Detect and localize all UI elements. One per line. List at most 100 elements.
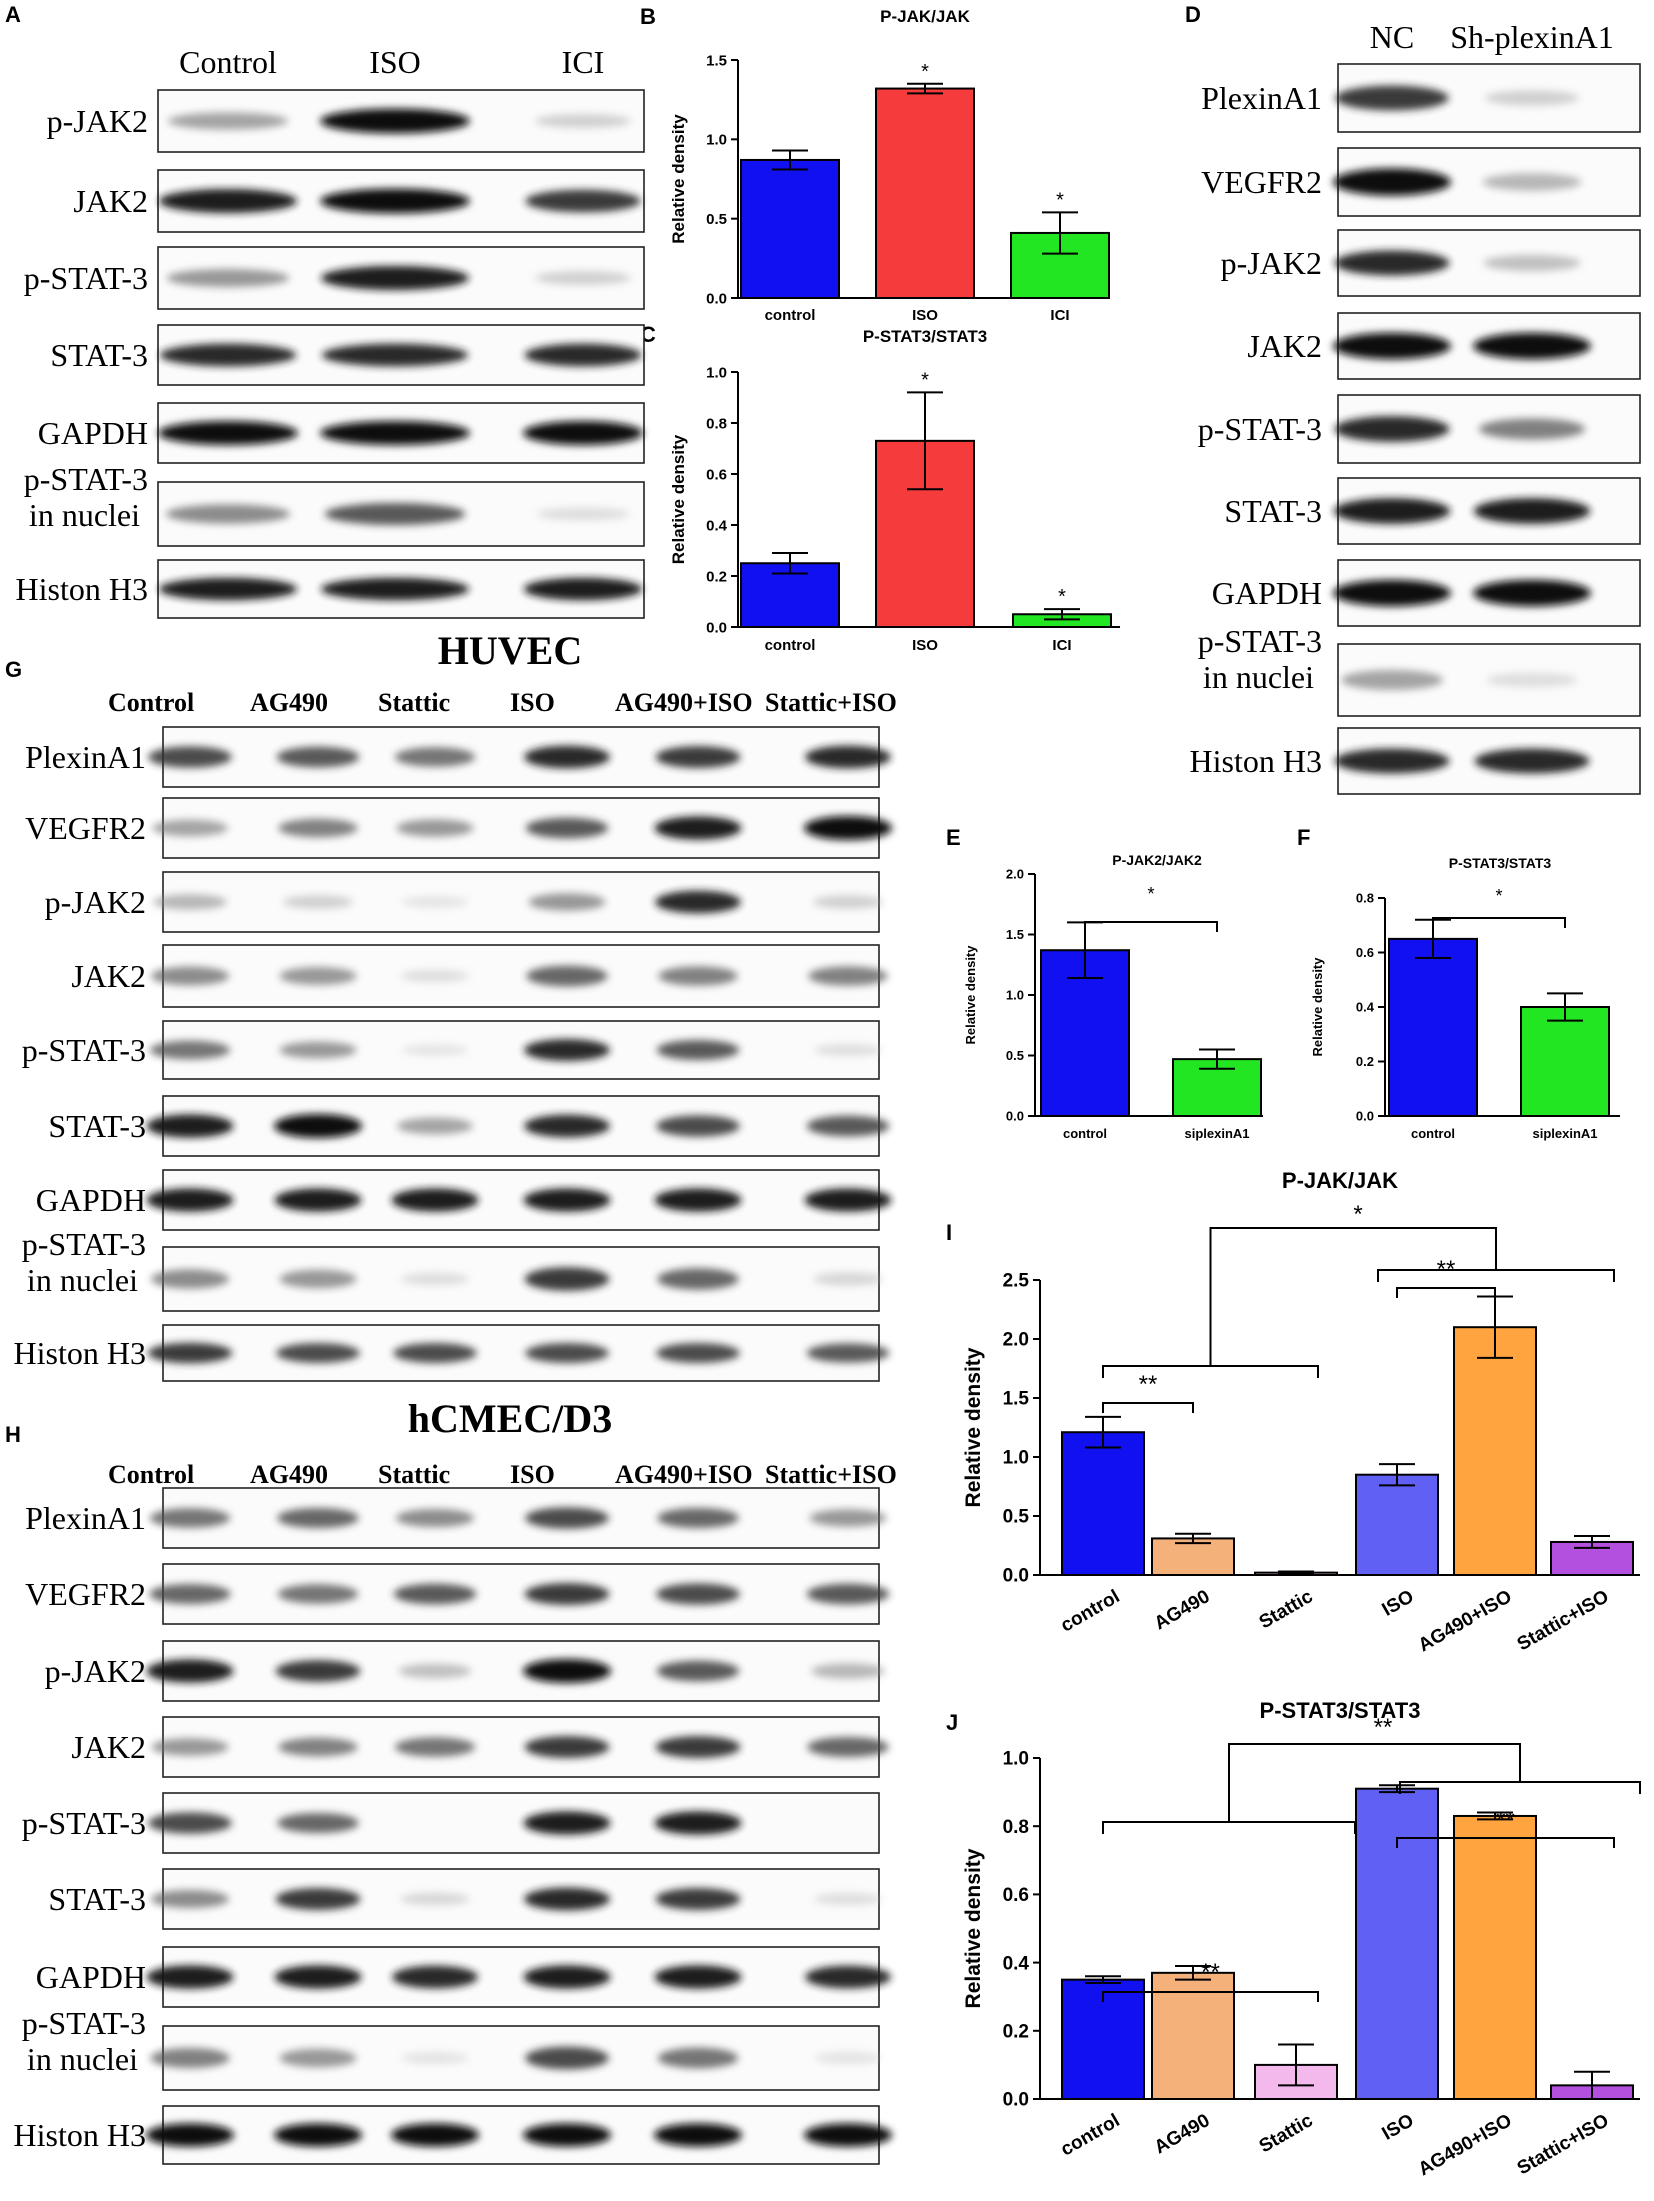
blot-row: GAPDH (36, 1946, 891, 2008)
band (656, 1039, 740, 1061)
band (150, 2048, 230, 2068)
bracket-label: ** (1139, 1371, 1158, 1398)
bracket-label: ** (1496, 1807, 1515, 1834)
y-axis-label: Relative density (669, 434, 688, 564)
y-tick-label: 0.8 (1356, 891, 1374, 906)
panel-letter-a: A (5, 2, 21, 27)
protein-label: p-JAK2 (47, 103, 148, 139)
protein-label: p-JAK2 (1221, 245, 1322, 281)
y-tick-label: 0.5 (1006, 1048, 1024, 1063)
x-tick-label: AG490+ISO (1415, 1586, 1516, 1656)
protein-label: Histon H3 (16, 571, 148, 607)
bar (1355, 1787, 1439, 2100)
chart-c: P-STAT3/STAT3 0.0 0.2 0.4 0.6 0.8 1.0 Relative … (669, 327, 1120, 654)
lane-label: Control (108, 688, 194, 717)
band (524, 1114, 610, 1138)
y-tick-label: 0.4 (706, 517, 728, 534)
chart-title: P-JAK/JAK (880, 7, 970, 26)
blot-row: VEGFR2 (25, 1563, 890, 1625)
x-tick-label: control (1057, 1586, 1123, 1636)
band (523, 1811, 611, 1835)
protein-label: STAT-3 (1224, 493, 1322, 529)
blot-strip (162, 1716, 880, 1778)
band (656, 1343, 740, 1363)
band (655, 745, 741, 769)
band (148, 1812, 232, 1834)
y-tick-label: 2.0 (1006, 867, 1024, 882)
band (282, 895, 354, 909)
band (812, 895, 884, 909)
band (320, 108, 470, 134)
band (274, 1114, 362, 1138)
blot-row: p-STAT-3in nuclei (1198, 623, 1641, 717)
blot-row: STAT-3 (48, 1095, 890, 1157)
blot-row: VEGFR2 (25, 797, 892, 859)
lane-label: AG490 (250, 688, 328, 717)
band (528, 893, 606, 911)
lane-label: Stattic (378, 688, 450, 717)
protein-label: STAT-3 (48, 1881, 146, 1917)
y-tick-label: 1.0 (706, 364, 727, 381)
band (523, 1659, 611, 1683)
protein-label: in nuclei (27, 1262, 138, 1298)
band (1335, 85, 1449, 111)
y-tick-label: 1.5 (1003, 1389, 1030, 1410)
y-tick-label: 1.0 (1003, 1749, 1029, 1770)
protein-label: GAPDH (1212, 575, 1322, 611)
band (150, 1269, 230, 1289)
x-tick-label: siplexinA1 (1184, 1126, 1249, 1141)
significance-star: * (921, 61, 929, 83)
y-tick-label: 0.0 (1356, 1109, 1374, 1124)
band (146, 1965, 234, 1989)
y-tick-label: 0.6 (1003, 1885, 1029, 1906)
band (166, 269, 290, 287)
x-tick-label: ICI (1050, 307, 1069, 324)
band (274, 2123, 362, 2147)
significance-bracket: ** (1102, 1714, 1641, 1834)
band (158, 577, 298, 601)
band (159, 343, 297, 367)
protein-label: JAK2 (73, 183, 148, 219)
blot-row: p-JAK2 (45, 871, 884, 933)
band (1334, 748, 1450, 774)
band (813, 1044, 883, 1056)
band (804, 1188, 892, 1212)
band (146, 2123, 234, 2147)
band (1333, 498, 1451, 524)
band (1333, 332, 1451, 360)
blot-row: STAT-3 (48, 1868, 883, 1930)
chart-b: P-JAK/JAK 0.0 0.5 1.0 1.5 Relative density con… (669, 7, 1110, 324)
bracket-label: ** (1374, 1714, 1393, 1741)
band (525, 189, 641, 213)
band (165, 504, 291, 524)
blot-a: Control ISO ICI p-JAK2 JAK2 p-STAT-3 STAT-3 GAP… (16, 44, 645, 619)
band (279, 2048, 357, 2068)
band (149, 1508, 231, 1528)
blot-strip (162, 726, 880, 788)
y-tick-label: 0.4 (1356, 1000, 1375, 1015)
band (524, 1582, 610, 1606)
band (804, 2123, 892, 2147)
band (525, 1507, 609, 1529)
y-tick-label: 0.4 (1003, 1953, 1030, 1974)
y-tick-label: 0.5 (706, 211, 727, 228)
protein-label: PlexinA1 (1201, 80, 1322, 116)
band (397, 1117, 473, 1135)
blot-row: Histon H3 (1190, 727, 1641, 795)
blot-row: PlexinA1 (1201, 63, 1641, 133)
band (655, 1887, 741, 1911)
blot-strip (162, 1246, 880, 1312)
bar (1061, 1431, 1145, 1576)
lane-label: ISO (510, 1460, 555, 1489)
protein-label: p-STAT-3 (1198, 411, 1322, 447)
protein-label: p-STAT-3 (24, 260, 148, 296)
x-tick-label: control (1063, 1126, 1107, 1141)
blot-strip (162, 1324, 880, 1382)
band (150, 1889, 230, 1909)
y-tick-label: 1.0 (706, 132, 727, 149)
lane-label: NC (1370, 19, 1414, 55)
band (320, 265, 470, 291)
lane-label: ISO (510, 688, 555, 717)
x-tick-label: AG490 (1151, 1586, 1214, 1634)
protein-label: p-JAK2 (45, 884, 146, 920)
